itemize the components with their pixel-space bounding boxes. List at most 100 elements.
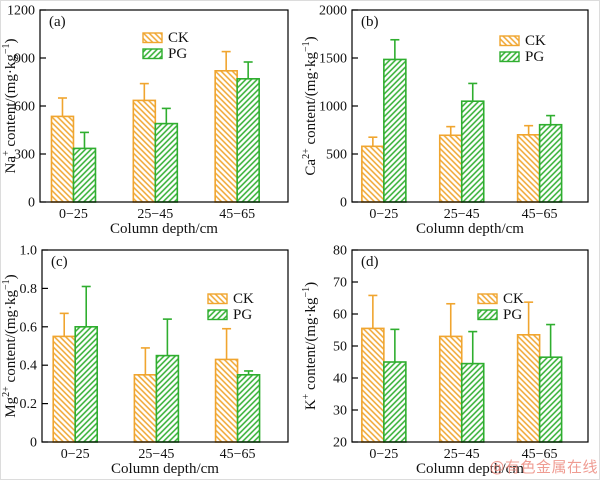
errorbar-pg-25−45	[161, 107, 171, 124]
errorbar-ck-25−45	[446, 125, 456, 136]
errorbar-pg-25−45	[468, 330, 478, 364]
bar-ck-25−45	[438, 335, 463, 443]
x-axis-title: Column depth/cm	[416, 461, 524, 477]
bar-ck-45−65	[516, 334, 541, 443]
legend-label-pg: PG	[503, 307, 522, 323]
x-tick-label: 25−45	[444, 447, 480, 462]
bar-ck-25−45	[133, 374, 158, 443]
bar-ck-45−65	[214, 358, 239, 443]
legend-swatch-ck	[142, 32, 163, 44]
bar-ck-0−25	[52, 335, 77, 443]
bar-pg-25−45	[154, 122, 179, 203]
x-tick-label: 45−65	[522, 207, 558, 222]
errorbar-pg-45−65	[243, 61, 253, 79]
legend-label-ck: CK	[525, 33, 546, 49]
y-tick-label: 1.0	[20, 244, 38, 259]
errorbar-pg-45−65	[244, 370, 254, 375]
y-tick-label: 1000	[319, 100, 347, 115]
chart-panel-d: 20 30 40 50 60 70 80 0−25 25−45 45−65 Column depth…	[300, 240, 600, 480]
y-axis-title: Na+ content/(mg·kg−1)	[1, 38, 19, 173]
chart-panel-b: 0 500 1000 1500 2000 0−25 25−45 45−65 Column dep…	[300, 0, 600, 240]
errorbar-pg-45−65	[546, 114, 556, 125]
bar-pg-0−25	[383, 361, 407, 443]
y-tick-label: 300	[14, 148, 35, 163]
legend-label-ck: CK	[503, 291, 524, 307]
errorbar-pg-0−25	[81, 285, 91, 327]
y-tick-label: 500	[326, 148, 347, 163]
bar-pg-25−45	[460, 100, 485, 203]
errorbar-ck-25−45	[139, 82, 149, 101]
errorbar-ck-45−65	[221, 50, 231, 71]
y-tick-label: 20	[333, 436, 347, 451]
bar-pg-45−65	[236, 374, 261, 443]
legend-swatch-ck	[499, 35, 520, 47]
legend-swatch-pg	[207, 309, 228, 321]
legend-label-ck: CK	[233, 291, 254, 307]
y-tick-label: 0.4	[20, 359, 38, 374]
y-tick-label: 0	[340, 196, 347, 211]
errorbar-pg-25−45	[162, 318, 172, 356]
bar-ck-45−65	[214, 70, 238, 203]
errorbar-ck-45−65	[524, 124, 534, 135]
y-axis-title: Mg2+ content/(mg·kg−1)	[1, 274, 19, 417]
y-axis-title: K+ content/(mg·kg−1)	[301, 282, 319, 410]
errorbar-pg-0−25	[390, 38, 400, 60]
bar-pg-25−45	[155, 354, 180, 443]
y-tick-label: 0	[30, 436, 37, 451]
x-tick-label: 25−45	[138, 447, 174, 462]
y-tick-label: 60	[333, 308, 347, 323]
bar-ck-25−45	[438, 134, 463, 203]
x-tick-label: 0−25	[59, 207, 88, 222]
x-axis-title: Column depth/cm	[111, 461, 219, 477]
bar-ck-0−25	[50, 115, 75, 203]
panel-letter: (b)	[361, 14, 379, 30]
chart-panel-c: 0 0.2 0.4 0.6 0.8 1.0 0−25 25−45 45−65 Column dep…	[0, 240, 300, 480]
legend-label-pg: PG	[525, 49, 544, 65]
legend-swatch-ck	[207, 293, 228, 305]
legend-label-ck: CK	[168, 30, 189, 46]
y-tick-label: 900	[14, 52, 35, 67]
x-tick-label: 0−25	[369, 447, 398, 462]
errorbar-ck-0−25	[368, 136, 378, 147]
bar-pg-0−25	[72, 147, 97, 203]
y-tick-label: 0.2	[20, 397, 38, 412]
bar-ck-25−45	[132, 99, 157, 203]
x-axis-title: Column depth/cm	[110, 221, 218, 237]
x-axis-title: Column depth/cm	[416, 221, 524, 237]
y-tick-label: 600	[14, 100, 35, 115]
legend-swatch-ck	[477, 293, 498, 305]
bar-pg-45−65	[538, 123, 563, 203]
x-tick-label: 45−65	[219, 207, 255, 222]
errorbar-pg-45−65	[546, 323, 556, 358]
axes-frame	[41, 249, 289, 443]
bar-pg-45−65	[236, 78, 260, 203]
y-tick-label: 50	[333, 340, 347, 355]
bar-ck-45−65	[516, 134, 541, 203]
errorbar-pg-25−45	[468, 82, 478, 102]
errorbar-ck-25−45	[446, 302, 456, 337]
errorbar-ck-25−45	[140, 347, 150, 375]
y-tick-label: 70	[333, 276, 347, 291]
y-axis-title: Ca2+ content/(mg·kg−1)	[301, 36, 319, 175]
y-tick-label: 80	[333, 244, 347, 259]
y-tick-label: 2000	[319, 4, 347, 19]
errorbar-ck-0−25	[368, 294, 378, 329]
legend-label-pg: PG	[233, 307, 252, 323]
legend-swatch-pg	[477, 309, 498, 321]
y-tick-label: 40	[333, 372, 347, 387]
errorbar-pg-0−25	[390, 328, 400, 362]
errorbar-ck-0−25	[57, 97, 67, 117]
bar-pg-25−45	[460, 362, 485, 443]
bar-ck-0−25	[361, 327, 385, 443]
bar-pg-0−25	[74, 326, 99, 443]
panel-letter: (c)	[51, 254, 68, 270]
errorbar-ck-45−65	[222, 327, 232, 360]
errorbar-ck-45−65	[524, 301, 534, 335]
